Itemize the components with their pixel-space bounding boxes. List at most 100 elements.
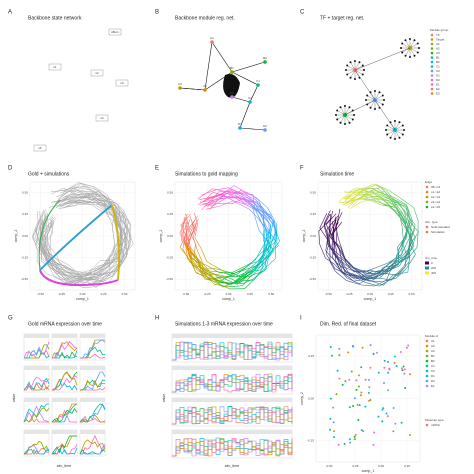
legend-key — [430, 78, 434, 82]
time-segment — [394, 206, 406, 222]
mapped-segment — [247, 199, 262, 209]
legend-key — [430, 47, 434, 50]
time-segment — [385, 264, 397, 275]
edge — [231, 61, 266, 73]
target-node — [389, 136, 392, 139]
time-segment — [371, 200, 383, 206]
facet-strip — [52, 366, 77, 370]
legend-label: D1 — [436, 73, 440, 77]
cell-point — [348, 406, 351, 409]
expression-line — [24, 381, 50, 391]
sim-trajectory — [40, 196, 128, 285]
mapped-segment — [212, 196, 228, 207]
mapped-segment — [243, 265, 256, 271]
mapped-segment — [207, 191, 219, 208]
time-segment — [379, 202, 390, 207]
time-segment — [328, 237, 332, 248]
legend-key — [430, 92, 434, 95]
expression-line — [52, 351, 78, 359]
mapped-segment — [263, 216, 271, 225]
target-node — [346, 64, 349, 67]
time-segment — [400, 205, 410, 217]
time-segment — [409, 228, 413, 243]
cell-point — [353, 438, 356, 441]
cell-point — [352, 405, 355, 408]
time-segment — [398, 249, 409, 261]
legend-key — [430, 65, 434, 68]
panel-title: Gold mRNA expression over time — [28, 321, 102, 327]
cell-point — [381, 408, 384, 411]
sim-trajectory — [35, 199, 123, 280]
y-tick-label: 0.00 — [308, 396, 314, 400]
mapped-segment — [251, 264, 263, 277]
legend-label: A2 — [431, 344, 435, 348]
time-segment — [373, 193, 386, 203]
mapped-segment — [190, 262, 196, 272]
legend-key — [425, 195, 429, 199]
expression-step — [172, 341, 293, 361]
time-segment — [400, 210, 409, 226]
facet-strip — [24, 430, 49, 434]
gold-path — [38, 199, 61, 271]
cell-point — [350, 370, 353, 373]
time-segment — [364, 270, 378, 276]
mapped-segment — [181, 234, 191, 249]
time-segment — [338, 188, 354, 202]
time-segment — [399, 246, 406, 258]
target-node — [353, 114, 355, 116]
time-segment — [343, 193, 353, 199]
sim-trajectory — [34, 192, 122, 280]
legend-label: C1 — [436, 64, 440, 68]
mapped-segment — [262, 228, 265, 241]
mapped-segment — [255, 253, 264, 269]
cell-point — [368, 399, 371, 402]
time-segment — [396, 206, 401, 214]
legend-label: E1 — [436, 82, 440, 86]
edge — [249, 84, 259, 103]
cell-point — [388, 367, 391, 370]
cell-point — [383, 359, 386, 362]
mapped-segment — [232, 265, 247, 273]
mapped-segment — [182, 216, 185, 230]
time-segment — [331, 222, 339, 235]
mapped-segment — [255, 251, 261, 260]
mapped-segment — [186, 230, 195, 245]
state-label: s5 — [38, 146, 42, 150]
time-segment — [401, 222, 412, 238]
expression-line — [23, 405, 50, 423]
target-node — [398, 121, 401, 124]
cell-point — [402, 365, 405, 368]
expression-line — [79, 439, 106, 455]
legend-key — [425, 190, 429, 194]
time-segment — [319, 213, 328, 229]
gold-path — [111, 204, 121, 281]
mapped-segment — [269, 224, 272, 240]
mapped-segment — [207, 278, 221, 282]
y-tick-label: 0.00 — [22, 234, 28, 238]
legend-label: Gold standard — [431, 225, 450, 229]
time-segment — [343, 253, 346, 261]
cell-point — [387, 371, 390, 374]
time-segment — [346, 272, 358, 278]
time-segment — [392, 198, 407, 209]
cell-point — [392, 430, 395, 433]
module-node — [210, 40, 214, 44]
cell-point — [352, 345, 355, 348]
module-label: E1 — [230, 91, 234, 95]
legend-key — [425, 185, 429, 189]
x-tick-label: -0.50 — [182, 292, 189, 296]
state-label: s4 — [100, 116, 104, 120]
mapped-segment — [255, 197, 268, 209]
legend-title: Module group — [430, 28, 449, 32]
edge — [239, 127, 266, 131]
mapped-segment — [270, 220, 274, 236]
gold-path — [39, 204, 113, 271]
time-segment — [405, 242, 413, 258]
cell-point — [358, 404, 361, 407]
time-segment — [392, 256, 408, 265]
expression-line — [80, 379, 105, 391]
target-node — [361, 73, 364, 76]
time-segment — [349, 189, 365, 202]
x-tick-label: 0.00 — [80, 292, 86, 296]
target-node — [348, 106, 351, 109]
